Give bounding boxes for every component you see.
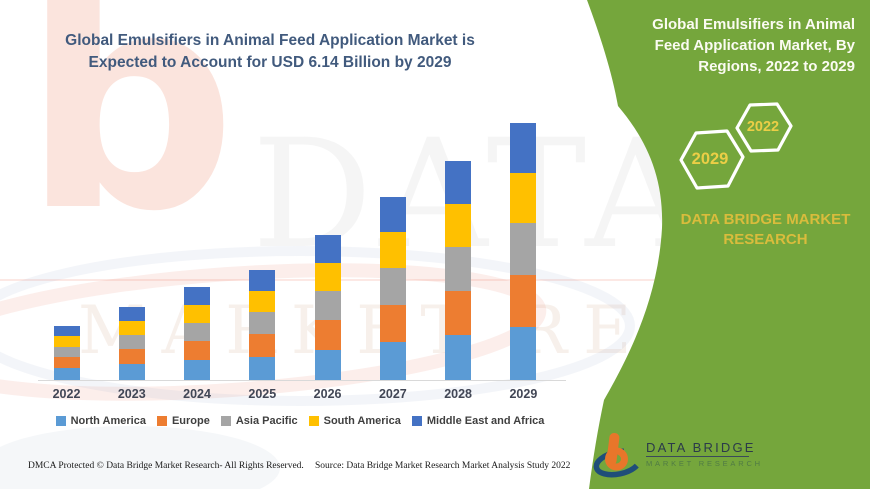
dmca-footer-text: DMCA Protected © Data Bridge Market Rese…: [28, 461, 304, 471]
x-tick-2026: 2026: [313, 387, 342, 401]
chart-legend: North America Europe Asia Pacific South Ame…: [10, 415, 590, 427]
panel-title: Global Emulsifiers in Animal Feed Applic…: [652, 16, 855, 75]
hexagon-year-2022-label: 2022: [746, 119, 780, 135]
bar-segment-2029-europe: [510, 275, 537, 327]
bar-segment-2025-asia-pacific: [249, 312, 276, 334]
bar-segment-2028-middle-east-and-africa: [445, 161, 472, 204]
legend-item-middle-east-and-africa: Middle East and Africa: [411, 415, 545, 427]
bar-segment-2027-south-america: [379, 232, 406, 268]
bar-segment-2029-asia-pacific: [510, 223, 537, 275]
bar-segment-2025-middle-east-and-africa: [249, 270, 276, 291]
logo-wordmark: DATA BRIDGE: [646, 440, 756, 455]
x-tick-2025: 2025: [248, 387, 277, 401]
bar-segment-2023-europe: [118, 349, 145, 364]
legend-swatch-north-america: [55, 416, 66, 426]
brand-name-text: DATA BRIDGE MARKET RESEARCH: [680, 211, 851, 249]
bar-segment-2025-europe: [249, 334, 276, 357]
green-panel-shape: [587, 0, 870, 489]
source-footer-text: Source: Data Bridge Market Research Mark…: [315, 461, 571, 471]
databridge-logo-icon: [593, 433, 643, 478]
x-axis-line: [38, 380, 566, 381]
bar-segment-2022-middle-east-and-africa: [53, 326, 80, 336]
legend-label-middle-east-and-africa: Middle East and Africa: [426, 415, 545, 427]
bar-segment-2026-south-america: [314, 263, 341, 291]
hexagon-2029: [679, 129, 745, 190]
bar-segment-2022-north-america: [53, 368, 80, 380]
legend-label-europe: Europe: [171, 415, 210, 427]
bar-segment-2028-europe: [445, 291, 472, 335]
bar-segment-2027-north-america: [379, 342, 406, 380]
bar-segment-2027-middle-east-and-africa: [379, 197, 406, 232]
legend-label-north-america: North America: [70, 415, 146, 427]
bar-segment-2025-north-america: [249, 357, 276, 380]
hexagon-year-2029-label: 2029: [691, 150, 729, 168]
bar-segment-2024-south-america: [184, 305, 211, 323]
legend-item-south-america: South America: [308, 415, 401, 427]
x-tick-2022: 2022: [52, 387, 81, 401]
logo-underline: [646, 456, 749, 457]
hexagon-badges: [679, 102, 793, 190]
x-tick-2023: 2023: [117, 387, 146, 401]
legend-item-north-america: North America: [55, 415, 146, 427]
x-tick-2029: 2029: [509, 387, 538, 401]
legend-label-asia-pacific: Asia Pacific: [235, 415, 298, 427]
bar-segment-2024-asia-pacific: [184, 323, 211, 341]
bar-segment-2029-north-america: [510, 327, 537, 380]
bar-segment-2024-middle-east-and-africa: [184, 287, 211, 305]
bar-segment-2023-asia-pacific: [118, 335, 145, 349]
bar-segment-2029-south-america: [510, 173, 537, 223]
bar-segment-2026-middle-east-and-africa: [314, 235, 341, 263]
bar-segment-2023-middle-east-and-africa: [118, 307, 145, 321]
bar-segment-2028-north-america: [445, 335, 472, 380]
x-tick-2027: 2027: [378, 387, 407, 401]
bar-segment-2022-south-america: [53, 336, 80, 347]
bar-segment-2028-asia-pacific: [445, 247, 472, 291]
legend-swatch-europe: [156, 416, 167, 426]
bar-segment-2023-north-america: [118, 364, 145, 380]
hexagon-2022: [735, 102, 793, 153]
bar-segment-2022-europe: [53, 357, 80, 368]
logo-subtitle: MARKET RESEARCH: [646, 459, 763, 468]
legend-item-europe: Europe: [156, 415, 210, 427]
bar-segment-2025-south-america: [249, 291, 276, 312]
legend-swatch-asia-pacific: [220, 416, 231, 426]
bar-segment-2029-middle-east-and-africa: [510, 123, 537, 173]
x-tick-2028: 2028: [444, 387, 473, 401]
legend-label-south-america: South America: [323, 415, 401, 427]
x-tick-2024: 2024: [183, 387, 211, 401]
bar-segment-2028-south-america: [445, 204, 472, 247]
bar-segment-2026-north-america: [314, 350, 341, 380]
legend-swatch-south-america: [308, 416, 319, 426]
legend-swatch-middle-east-and-africa: [411, 416, 422, 426]
chart-title: Global Emulsifiers in Animal Feed Applic…: [65, 32, 475, 72]
bar-segment-2027-asia-pacific: [379, 268, 406, 305]
bar-segment-2026-europe: [314, 320, 341, 350]
bar-segment-2027-europe: [379, 305, 406, 342]
bar-segment-2026-asia-pacific: [314, 291, 341, 320]
bar-segment-2024-europe: [184, 341, 211, 360]
bar-segment-2022-asia-pacific: [53, 347, 80, 357]
bar-segment-2023-south-america: [118, 321, 145, 335]
legend-item-asia-pacific: Asia Pacific: [220, 415, 298, 427]
bar-segment-2024-north-america: [184, 360, 211, 380]
